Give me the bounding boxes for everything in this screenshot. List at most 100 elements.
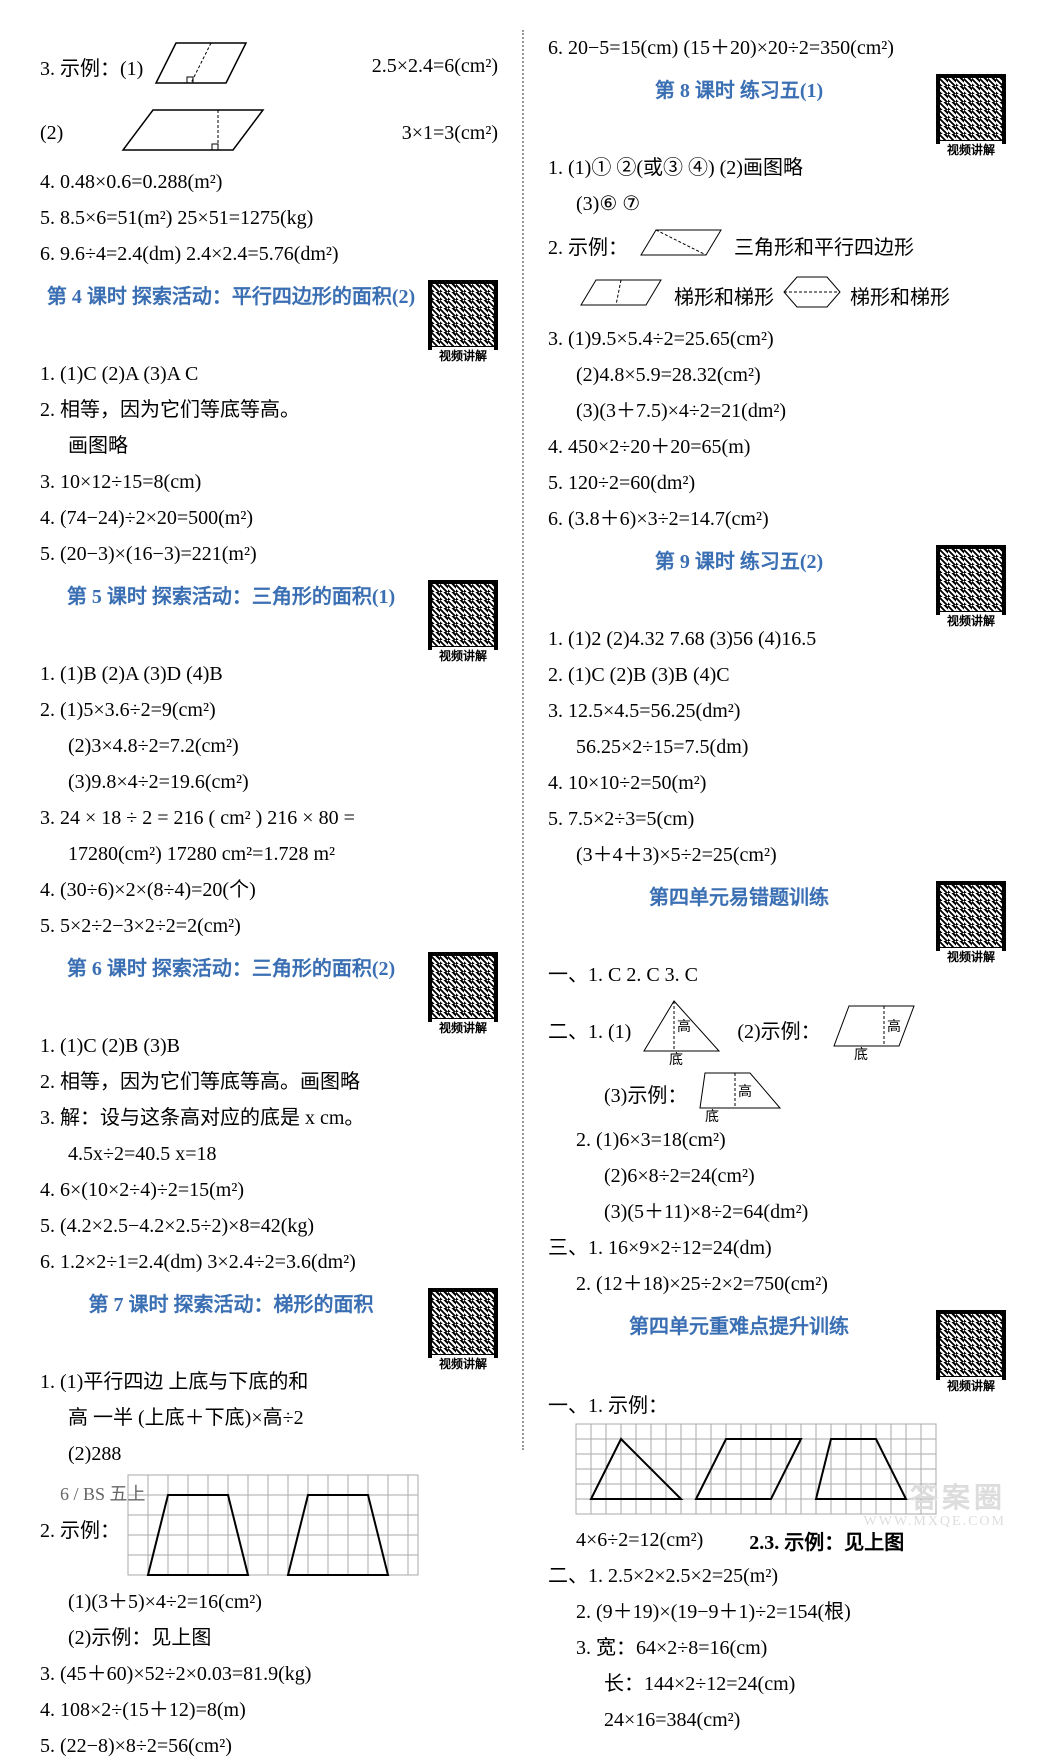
s6-1: 1. (1)C (2)B (3)B <box>40 1031 498 1061</box>
s4-5: 5. (20−3)×(16−3)=221(m²) <box>40 539 498 569</box>
section-5-text: 第 5 课时 探索活动：三角形的面积(1) <box>67 586 395 608</box>
h2-1: 二、1. 2.5×2×2.5×2=25(m²) <box>548 1561 1006 1591</box>
h2-3a: 3. 宽：64×2÷8=16(cm) <box>548 1633 1006 1663</box>
svg-text:底: 底 <box>669 1052 683 1068</box>
triangle-with-height: 高 底 <box>639 996 729 1062</box>
q4: 4. 0.48×0.6=0.288(m²) <box>40 167 498 197</box>
e2-3-label: (3)示例： <box>604 1079 687 1108</box>
s8-2: 2. 示例： 三角形和平行四边形 <box>548 225 1006 266</box>
trapezoid-height: 底 高 <box>695 1068 785 1119</box>
s4-4: 4. (74−24)÷2×20=500(m²) <box>40 503 498 533</box>
s6-5: 5. (4.2×2.5−4.2×2.5÷2)×8=42(kg) <box>40 1211 498 1241</box>
qr-icon <box>936 1310 1006 1380</box>
e2-2a: 2. (1)6×3=18(cm²) <box>548 1125 1006 1155</box>
s8-3c: (3)(3＋7.5)×4÷2=21(dm²) <box>548 396 1006 426</box>
section-hard-title: 第四单元重难点提升训练 <box>548 1310 1006 1380</box>
section-4-text: 第 4 课时 探索活动：平行四边形的面积(2) <box>47 286 415 308</box>
qr-icon <box>936 74 1006 144</box>
watermark: 答案圈 <box>910 1476 1006 1516</box>
qr-icon <box>428 280 498 350</box>
s8-2-l2a: 梯形和梯形 <box>674 281 774 310</box>
section-hard-text: 第四单元重难点提升训练 <box>629 1316 849 1338</box>
e3-2: 2. (12＋18)×25÷2×2=750(cm²) <box>548 1269 1006 1299</box>
s7-1b: 高 一半 (上底＋下底)×高÷2 <box>40 1403 498 1433</box>
q3-ex2: (2) 3×1=3(cm²) <box>40 105 498 161</box>
h1-eq-row: 4×6÷2=12(cm²) 2.3. 示例：见上图 <box>548 1526 1006 1555</box>
q3-2-label: (2) <box>40 122 110 145</box>
q3-eq1: 2.5×2.4=6(cm²) <box>372 55 498 78</box>
s5-2b: (2)3×4.8÷2=7.2(cm²) <box>40 731 498 761</box>
h1: 一、1. 示例： <box>548 1389 1006 1418</box>
s9-3a: 3. 12.5×4.5=56.25(dm²) <box>548 696 1006 726</box>
hexagon-split <box>782 272 842 318</box>
section-8-title: 第 8 课时 练习五(1) <box>548 74 1006 144</box>
s5-3b: 17280(cm²) 17280 cm²=1.728 m² <box>40 839 498 869</box>
section-7-text: 第 7 课时 探索活动：梯形的面积 <box>89 1294 374 1316</box>
three-shape-grid <box>576 1424 936 1520</box>
s8-5: 5. 120÷2=60(dm²) <box>548 468 1006 498</box>
s4-2a: 2. 相等，因为它们等底等高。 <box>40 395 498 425</box>
s5-3a: 3. 24 × 18 ÷ 2 = 216 ( cm² ) 216 × 80 = <box>40 803 498 833</box>
s9-4: 4. 10×10÷2=50(m²) <box>548 768 1006 798</box>
s9-5a: 5. 7.5×2÷3=5(cm) <box>548 804 1006 834</box>
s9-3b: 56.25×2÷15=7.5(dm) <box>548 732 1006 762</box>
h1-23: 2.3. 示例：见上图 <box>749 1526 904 1555</box>
svg-text:高: 高 <box>887 1018 901 1035</box>
e2-1b-label: (2)示例： <box>737 1015 820 1044</box>
s8-2-l2b: 梯形和梯形 <box>850 281 950 310</box>
e2-3: (3)示例： 底 高 <box>548 1068 1006 1119</box>
s8-2-row2: 梯形和梯形 梯形和梯形 <box>548 272 1006 318</box>
page-footer: 6 / BS 五上 <box>60 1480 146 1506</box>
s7-4: 4. 108×2÷(15＋12)=8(m) <box>40 1695 498 1725</box>
h2-3c: 24×16=384(cm²) <box>548 1705 1006 1735</box>
qr-icon <box>428 952 498 1022</box>
r6: 6. 20−5=15(cm) (15＋20)×20÷2=350(cm²) <box>548 33 1006 63</box>
e2-1: 二、1. (1) 高 底 (2)示例： 底 高 <box>548 996 1006 1062</box>
s5-2c: (3)9.8×4÷2=19.6(cm²) <box>40 767 498 797</box>
section-8-text: 第 8 课时 练习五(1) <box>655 80 823 102</box>
e3-1: 三、1. 16×9×2÷12=24(dm) <box>548 1233 1006 1263</box>
section-4-title: 第 4 课时 探索活动：平行四边形的面积(2) <box>40 280 498 350</box>
e2-1-label: 二、1. (1) <box>548 1015 631 1044</box>
q3-label: 3. 示例：(1) <box>40 52 143 81</box>
s8-2-label: 2. 示例： <box>548 231 628 260</box>
section-err-title: 第四单元易错题训练 <box>548 881 1006 951</box>
watermark-url: WWW.MXQE.COM <box>864 1514 1006 1530</box>
h1-eq: 4×6÷2=12(cm²) <box>576 1529 703 1552</box>
trapezoid-split-a <box>576 275 666 316</box>
section-9-text: 第 9 课时 练习五(2) <box>655 551 823 573</box>
q5: 5. 8.5×6=51(m²) 25×51=1275(kg) <box>40 203 498 233</box>
e2-2b: (2)6×8÷2=24(cm²) <box>548 1161 1006 1191</box>
section-9-title: 第 9 课时 练习五(2) <box>548 545 1006 615</box>
qr-icon <box>428 580 498 650</box>
e2-2c: (3)(5＋11)×8÷2=64(dm²) <box>548 1197 1006 1227</box>
s7-1c: (2)288 <box>40 1439 498 1469</box>
s7-2b: (2)示例：见上图 <box>40 1623 498 1653</box>
s7-1a: 1. (1)平行四边 上底与下底的和 <box>40 1367 498 1397</box>
s8-3a: 3. (1)9.5×5.4÷2=25.65(cm²) <box>548 324 1006 354</box>
s6-3b: 4.5x÷2=40.5 x=18 <box>40 1139 498 1169</box>
s8-1b: (3)⑥ ⑦ <box>548 189 1006 219</box>
s6-4: 4. 6×(10×2÷4)÷2=15(m²) <box>40 1175 498 1205</box>
qr-icon <box>428 1288 498 1358</box>
column-divider <box>522 30 524 1450</box>
s8-6: 6. (3.8＋6)×3÷2=14.7(cm²) <box>548 504 1006 534</box>
s9-2: 2. (1)C (2)B (3)B (4)C <box>548 660 1006 690</box>
s9-5b: (3＋4＋3)×5÷2=25(cm²) <box>548 840 1006 870</box>
s7-5: 5. (22−8)×8÷2=56(cm²) <box>40 1731 498 1761</box>
section-7-title: 第 7 课时 探索活动：梯形的面积 <box>40 1288 498 1358</box>
s4-2b: 画图略 <box>40 431 498 461</box>
s7-2a: (1)(3＋5)×4÷2=16(cm²) <box>40 1587 498 1617</box>
svg-text:高: 高 <box>738 1083 752 1100</box>
s9-1: 1. (1)2 (2)4.32 7.68 (3)56 (4)16.5 <box>548 624 1006 654</box>
s4-3: 3. 10×12÷15=8(cm) <box>40 467 498 497</box>
parallelogram-shape-1 <box>151 33 261 99</box>
section-6-title: 第 6 课时 探索活动：三角形的面积(2) <box>40 952 498 1022</box>
e1: 一、1. C 2. C 3. C <box>548 960 1006 990</box>
q6: 6. 9.6÷4=2.4(dm) 2.4×2.4=5.76(dm²) <box>40 239 498 269</box>
section-6-text: 第 6 课时 探索活动：三角形的面积(2) <box>67 958 395 980</box>
q3-eq2: 3×1=3(cm²) <box>402 122 498 145</box>
s5-5: 5. 5×2÷2−3×2÷2=2(cm²) <box>40 911 498 941</box>
s8-1a: 1. (1)① ②(或③ ④) (2)画图略 <box>548 153 1006 183</box>
qr-icon <box>936 881 1006 951</box>
